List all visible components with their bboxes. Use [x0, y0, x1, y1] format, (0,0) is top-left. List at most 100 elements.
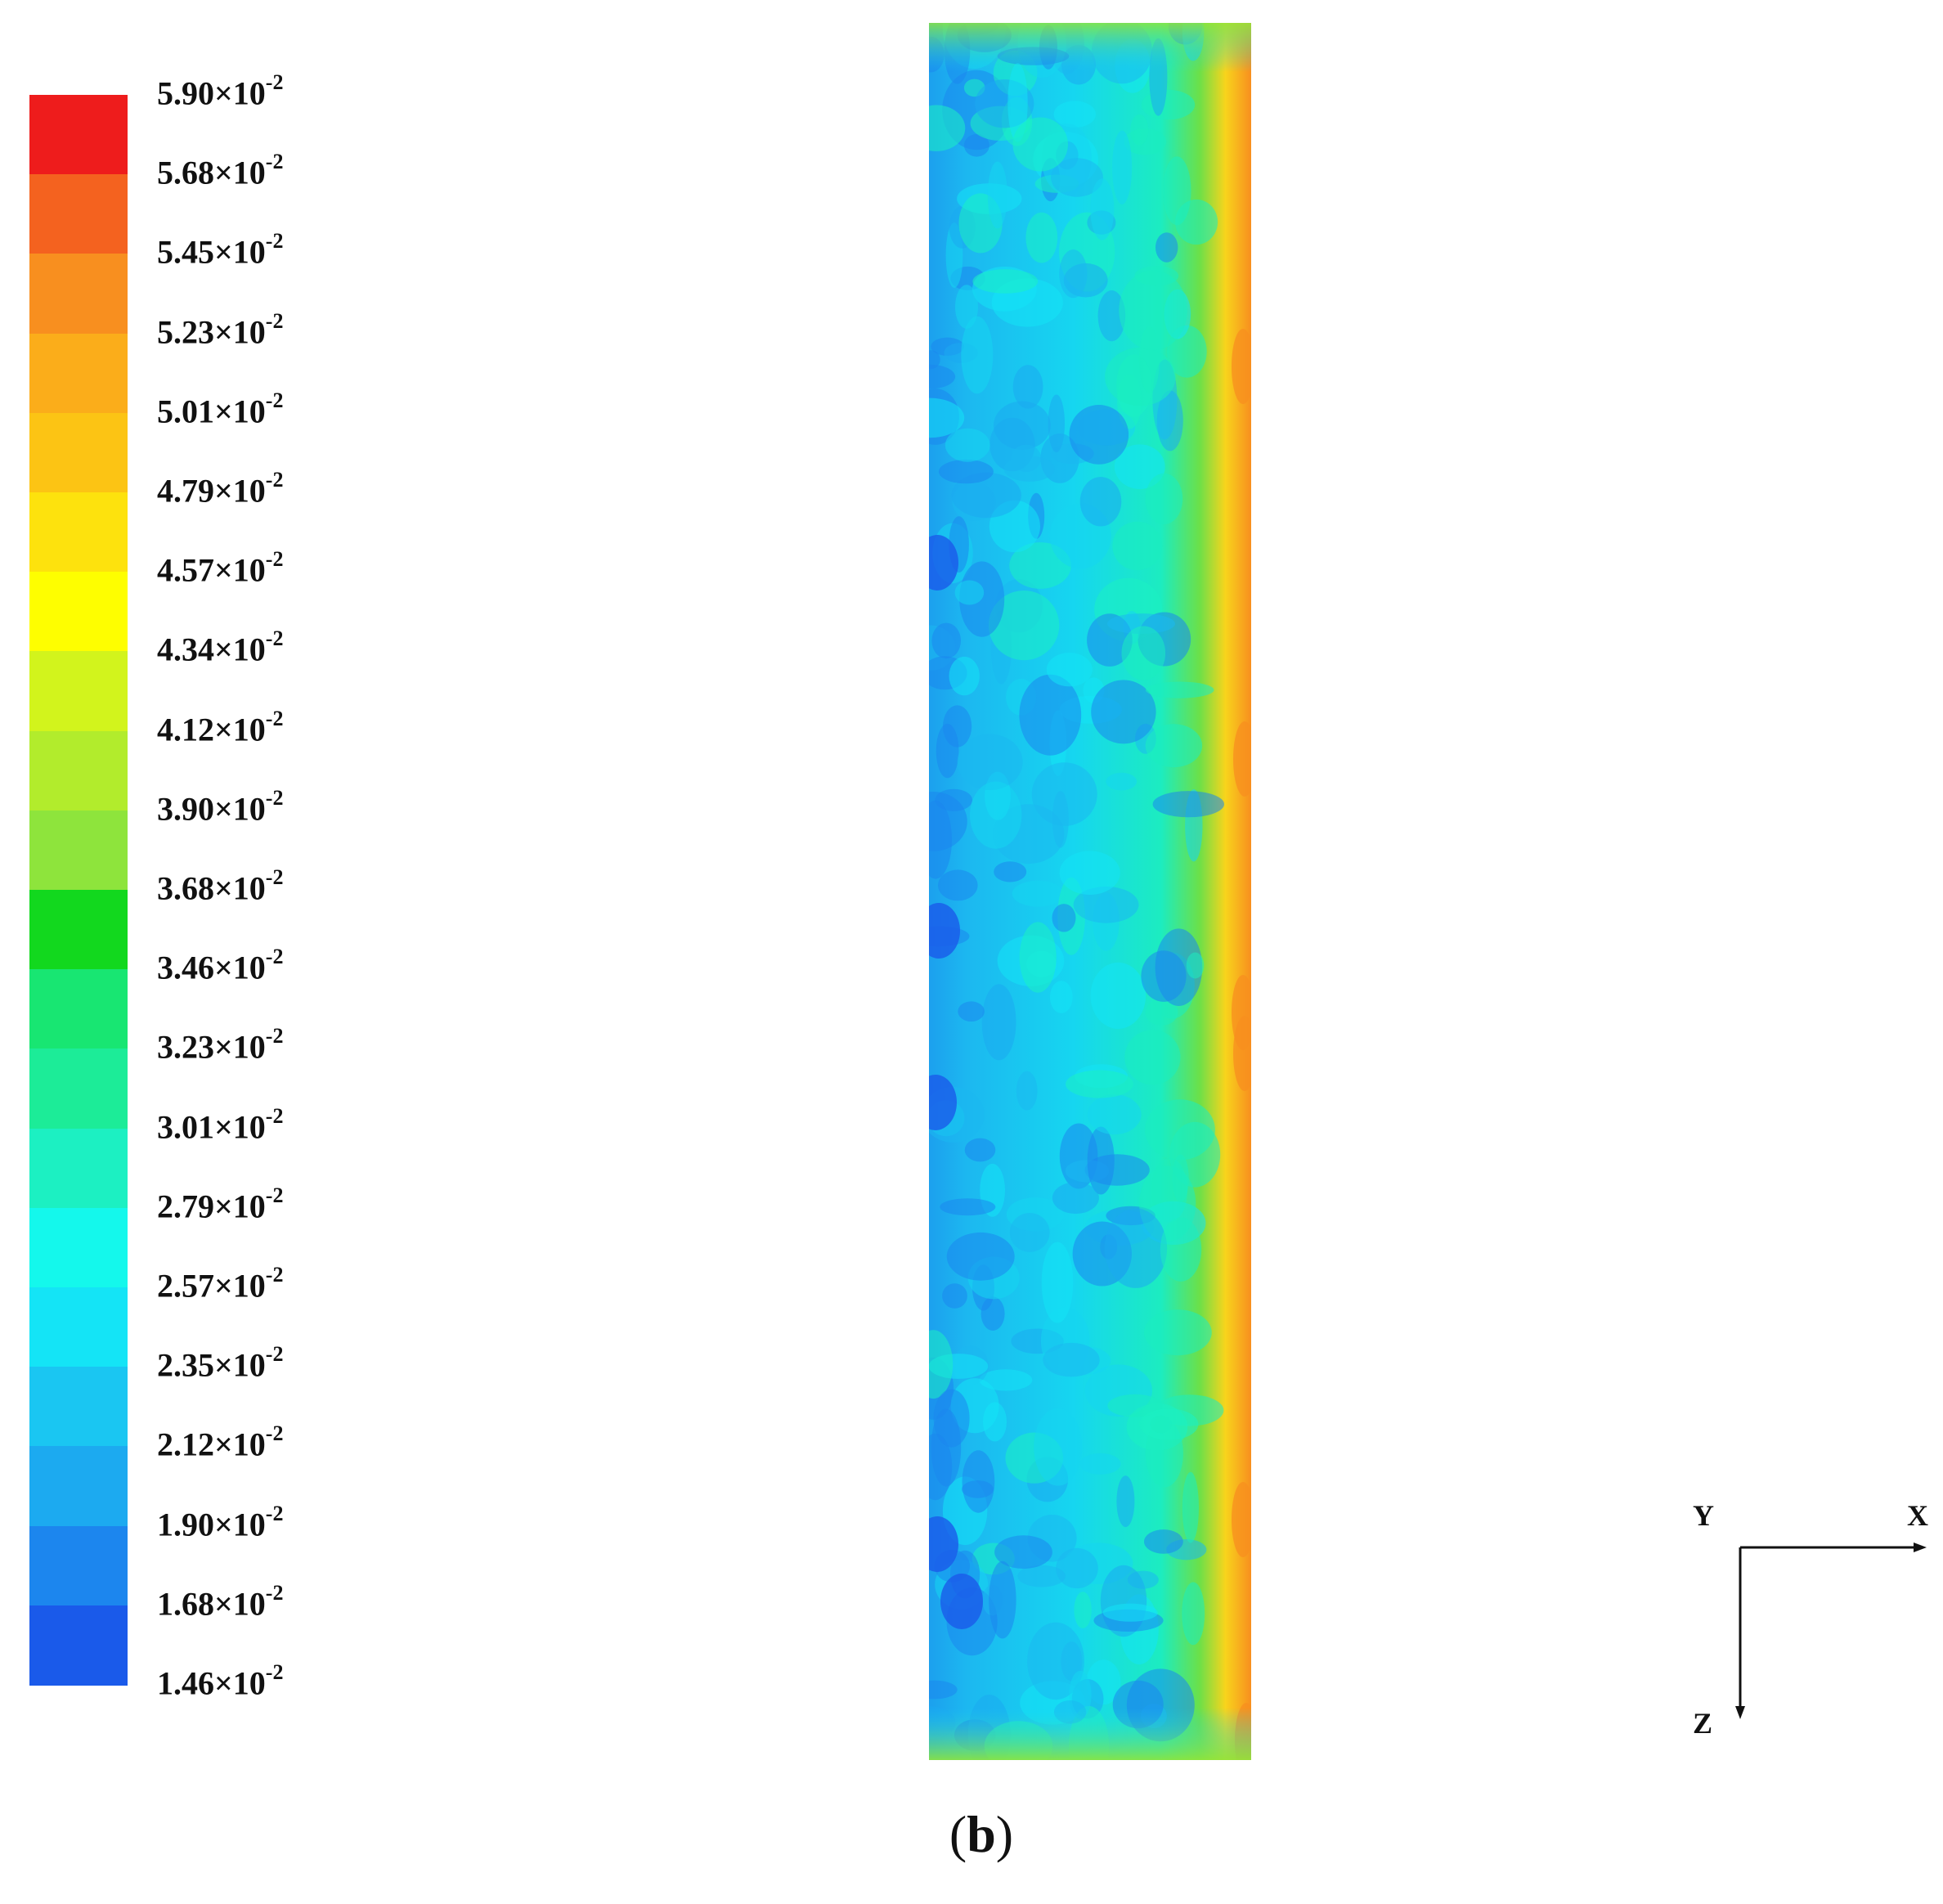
field-patch — [1052, 791, 1069, 848]
colorbar-tick-label: 3.23×10-2 — [157, 1026, 283, 1066]
colorbar-band — [29, 333, 128, 414]
tick-mantissa: 5.45×10 — [157, 233, 266, 271]
field-patch — [1107, 1394, 1163, 1417]
field-patch — [962, 1480, 994, 1498]
tick-mantissa: 5.01×10 — [157, 393, 266, 430]
field-patch — [1163, 156, 1191, 226]
field-patch — [929, 1680, 958, 1700]
tick-exponent: -2 — [265, 1342, 284, 1367]
field-patch — [958, 1001, 985, 1022]
field-patch — [959, 561, 1005, 637]
colorbar-tick-label: 1.46×10-2 — [157, 1662, 283, 1702]
field-patch — [1150, 1415, 1172, 1434]
field-patch — [1144, 1529, 1183, 1554]
tick-exponent: -2 — [265, 229, 284, 254]
tick-mantissa: 2.57×10 — [157, 1267, 266, 1305]
field-patch — [963, 134, 989, 157]
tick-exponent: -2 — [265, 1660, 284, 1684]
field-patch — [1104, 1208, 1168, 1288]
x-axis-label: X — [1907, 1499, 1928, 1532]
tick-exponent: -2 — [265, 945, 284, 969]
field-low-spot — [940, 1574, 983, 1629]
field-patch — [981, 984, 1016, 1061]
colorbar-tick-label: 5.90×10-2 — [157, 72, 283, 112]
field-patch — [1091, 680, 1156, 744]
colorbar-band — [29, 1367, 128, 1448]
colorbar-band — [29, 412, 128, 493]
field-patch — [1102, 1603, 1158, 1622]
colorbar-band — [29, 1287, 128, 1368]
colorbar-tick-label: 5.68×10-2 — [157, 151, 283, 189]
colorbar-tick-label: 3.68×10-2 — [157, 867, 283, 905]
tick-exponent: -2 — [265, 1024, 284, 1049]
field-patch — [1145, 681, 1214, 698]
tick-exponent: -2 — [265, 1501, 284, 1525]
field-patch — [1145, 473, 1183, 525]
colorbar-tick-label: 2.12×10-2 — [157, 1423, 283, 1463]
tick-mantissa: 3.01×10 — [157, 1107, 266, 1145]
field-patch — [1079, 477, 1122, 527]
field-patch — [1016, 1071, 1038, 1111]
field-patch — [946, 1232, 1015, 1281]
colorbar-band — [29, 730, 128, 811]
field-patch — [1152, 791, 1224, 818]
field-patch — [1059, 851, 1120, 895]
field-patch — [1069, 405, 1129, 465]
tick-exponent: -2 — [265, 468, 284, 492]
tick-mantissa: 5.90×10 — [157, 74, 266, 112]
field-patch — [979, 1369, 1033, 1391]
field-patch — [1144, 1309, 1212, 1356]
field-patch — [1155, 232, 1178, 263]
tick-exponent: -2 — [265, 70, 284, 94]
field-patch — [1043, 1342, 1100, 1377]
tick-exponent: -2 — [265, 547, 284, 572]
tick-mantissa: 4.12×10 — [157, 710, 266, 748]
field-patch — [1056, 1547, 1098, 1589]
tick-mantissa: 1.68×10 — [157, 1585, 266, 1623]
z-axis-label: Z — [1693, 1707, 1713, 1740]
field-patch — [1112, 130, 1133, 204]
field-patch — [1007, 63, 1028, 142]
y-axis-label: Y — [1693, 1499, 1714, 1532]
field-patch — [957, 734, 1023, 791]
tick-mantissa: 1.90×10 — [157, 1505, 266, 1543]
panel-letter: b — [967, 1805, 996, 1863]
x-axis-arrow — [1914, 1543, 1927, 1552]
field-patch — [942, 1283, 967, 1309]
field-patch — [955, 285, 978, 329]
tick-exponent: -2 — [265, 706, 284, 730]
field-patch — [972, 269, 1039, 294]
tick-mantissa: 2.12×10 — [157, 1426, 266, 1463]
tick-mantissa: 4.79×10 — [157, 472, 266, 510]
field-high-spot — [1233, 721, 1251, 797]
colorbar-band — [29, 572, 128, 653]
tick-mantissa: 3.23×10 — [157, 1028, 266, 1066]
colorbar-tick-label: 2.79×10-2 — [157, 1184, 283, 1223]
field-low-spot — [929, 535, 958, 591]
field-top-band — [929, 23, 1251, 72]
field-patch — [970, 781, 1022, 849]
tick-mantissa: 2.35×10 — [157, 1346, 266, 1384]
colorbar-tick-label: 3.01×10-2 — [157, 1105, 283, 1145]
field-patch — [1107, 613, 1175, 635]
field-patch — [1012, 117, 1068, 172]
tick-mantissa: 1.46×10 — [157, 1664, 266, 1702]
field-patch — [1041, 1242, 1074, 1323]
colorbar-band — [29, 651, 128, 732]
field-patch — [1027, 1622, 1084, 1700]
colorbar-tick-label: 3.46×10-2 — [157, 946, 283, 984]
tick-exponent: -2 — [265, 1103, 284, 1128]
field-patch — [1145, 724, 1203, 768]
field-patch — [1124, 1030, 1181, 1085]
colorbar-tick-label: 4.79×10-2 — [157, 469, 283, 510]
field-patch — [983, 1402, 1007, 1442]
field-patch — [1097, 290, 1126, 342]
z-axis-arrow — [1735, 1706, 1745, 1719]
field-high-spot — [1232, 1482, 1251, 1557]
field-patch — [961, 316, 994, 394]
field-patch — [945, 428, 990, 462]
field-patch — [929, 792, 967, 851]
colorbar-tick-label: 1.68×10-2 — [157, 1582, 283, 1623]
field-patch — [929, 1330, 954, 1399]
colorbar-band — [29, 254, 128, 335]
